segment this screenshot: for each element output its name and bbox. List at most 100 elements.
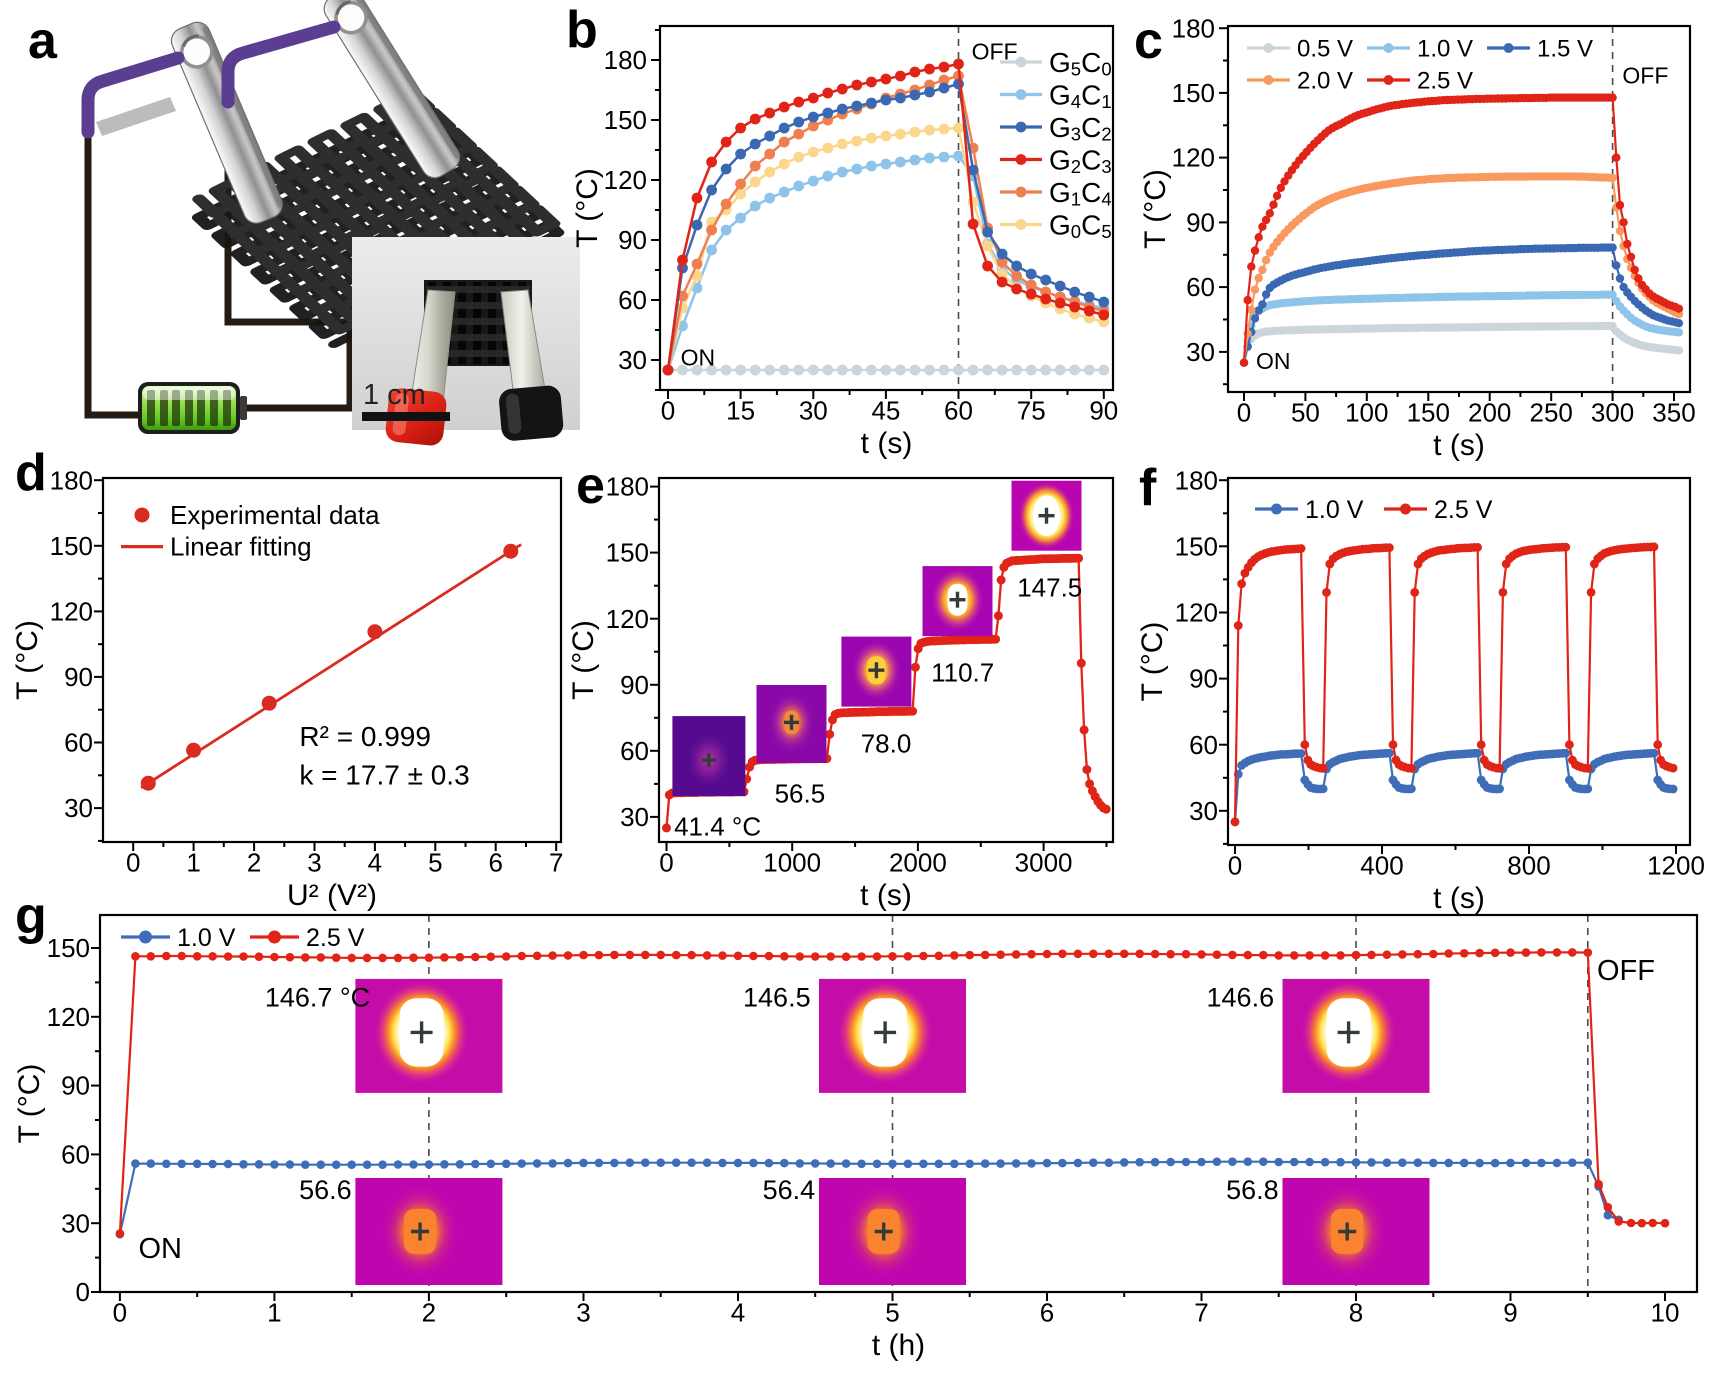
- data-point: [1233, 621, 1243, 630]
- data-point: [1025, 268, 1037, 280]
- data-point: [1498, 588, 1508, 597]
- data-point: [1212, 950, 1222, 959]
- data-point: [702, 1158, 712, 1167]
- annotation: k = 17.7 ± 0.3: [299, 760, 469, 791]
- data-point: [1649, 542, 1659, 552]
- data-point: [455, 952, 465, 962]
- data-point: [1305, 1157, 1314, 1167]
- data-point: [162, 1159, 171, 1169]
- data-point: [996, 268, 1008, 280]
- data-point: [1243, 1157, 1253, 1166]
- data-point: [810, 952, 820, 961]
- data-point: [780, 1158, 789, 1168]
- legend-label: 2.5 V: [306, 924, 365, 952]
- data-point: [991, 634, 1001, 644]
- annotation: 56.4: [763, 1175, 816, 1205]
- data-point: [909, 364, 921, 376]
- series-Experimental data: [140, 543, 519, 791]
- data-point: [880, 130, 892, 142]
- data-point: [1351, 950, 1361, 960]
- data-point: [409, 1160, 418, 1169]
- series-0.5 V: [1239, 321, 1684, 367]
- y-tick-label: 150: [47, 933, 90, 963]
- data-point: [1042, 1158, 1052, 1168]
- data-point: [1025, 288, 1037, 300]
- series-Linear fitting: [140, 543, 522, 789]
- data-point: [1490, 948, 1500, 958]
- data-point: [1054, 297, 1066, 309]
- data-point: [706, 156, 717, 168]
- y-tick-label: 180: [50, 465, 93, 495]
- data-point: [938, 82, 950, 94]
- data-point: [764, 107, 776, 119]
- data-point: [131, 1159, 140, 1168]
- data-point: [851, 364, 863, 376]
- x-tick-label: 45: [871, 395, 900, 425]
- inset-photo: 1 cm: [352, 237, 580, 446]
- data-point: [749, 364, 761, 376]
- data-point: [1382, 1158, 1392, 1167]
- y-tick-label: 30: [61, 1208, 90, 1238]
- data-point: [1388, 740, 1398, 750]
- y-tick-label: 120: [604, 165, 647, 195]
- data-point: [895, 70, 906, 82]
- data-point: [749, 200, 761, 212]
- data-point: [1089, 1158, 1098, 1167]
- data-point: [1025, 364, 1037, 376]
- legend: 1.0 V 2.5 V: [1255, 496, 1493, 524]
- data-point: [1054, 364, 1066, 376]
- x-tick-label: 250: [1530, 397, 1573, 427]
- data-point: [1429, 1158, 1438, 1168]
- data-point: [1475, 948, 1484, 958]
- data-point: [691, 282, 703, 294]
- legend-label: Experimental data: [170, 500, 380, 530]
- data-point: [1674, 346, 1684, 355]
- data-point: [735, 212, 746, 224]
- data-point: [1413, 1158, 1423, 1167]
- data-point: [706, 364, 717, 376]
- annotation: ON: [1256, 348, 1291, 374]
- data-point: [778, 122, 790, 134]
- data-point: [866, 97, 877, 109]
- panel-letter-c: c: [1134, 12, 1163, 70]
- data-point: [720, 364, 732, 376]
- data-point: [934, 1159, 944, 1169]
- data-point: [841, 952, 851, 961]
- x-tick-label: 4: [731, 1297, 745, 1327]
- y-tick-label: 60: [64, 728, 93, 758]
- annotation: 110.7: [931, 658, 994, 688]
- data-point: [938, 74, 950, 86]
- x-tick-label: 7: [549, 847, 563, 877]
- y-tick-label: 0: [76, 1277, 90, 1307]
- y-tick-label: 150: [1175, 531, 1218, 561]
- data-point: [610, 1158, 619, 1168]
- data-point: [807, 111, 819, 123]
- data-point: [285, 952, 295, 962]
- data-point: [1630, 265, 1639, 275]
- axes: 0 1 2 3 4 5 6 7 30 60 90 120 150 180 U² (V²) T (°C): [11, 465, 563, 912]
- data-point: [903, 952, 913, 961]
- data-point: [1098, 364, 1110, 376]
- data-point: [793, 151, 805, 163]
- x-tick-label: 90: [1089, 395, 1118, 425]
- data-point: [691, 258, 703, 270]
- data-point: [1166, 1157, 1175, 1167]
- data-point: [982, 260, 993, 272]
- data-point: [1212, 1157, 1222, 1166]
- data-point: [1382, 950, 1392, 959]
- x-axis-label: t (s): [860, 879, 912, 912]
- annotation: 41.4 °C: [674, 812, 761, 842]
- data-point: [924, 86, 935, 98]
- y-tick-label: 90: [61, 1071, 90, 1101]
- data-point: [1459, 1158, 1469, 1168]
- data-point: [1506, 1158, 1515, 1168]
- x-tick-label: 400: [1360, 850, 1403, 880]
- data-point: [146, 952, 156, 961]
- data-point: [822, 364, 834, 376]
- data-point: [1135, 1157, 1144, 1167]
- x-tick-label: 6: [1040, 1297, 1054, 1327]
- data-point: [1258, 222, 1267, 231]
- data-point: [1076, 658, 1086, 668]
- data-point: [1265, 209, 1275, 218]
- data-point: [909, 154, 921, 166]
